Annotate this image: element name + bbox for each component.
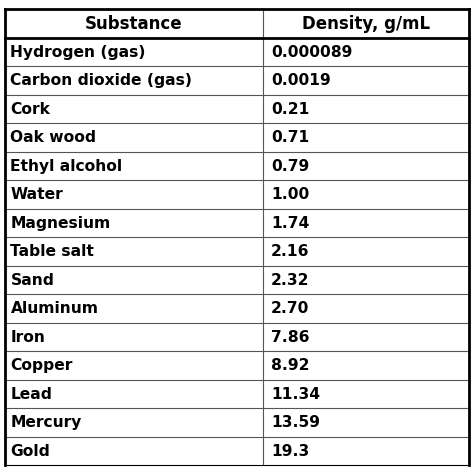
Text: 8.92: 8.92	[271, 358, 310, 373]
Text: Magnesium: Magnesium	[10, 216, 110, 231]
Text: Mercury: Mercury	[10, 415, 82, 430]
Text: 11.34: 11.34	[271, 386, 320, 401]
Text: Lead: Lead	[10, 386, 52, 401]
Text: Cork: Cork	[10, 102, 50, 117]
Text: 2.32: 2.32	[271, 273, 310, 288]
Text: Sand: Sand	[10, 273, 55, 288]
Text: 2.16: 2.16	[271, 244, 310, 259]
Text: Ethyl alcohol: Ethyl alcohol	[10, 158, 123, 173]
Text: 0.0019: 0.0019	[271, 73, 331, 88]
Text: Water: Water	[10, 187, 63, 202]
Text: Carbon dioxide (gas): Carbon dioxide (gas)	[10, 73, 192, 88]
Text: 7.86: 7.86	[271, 329, 310, 345]
Text: Substance: Substance	[85, 15, 182, 32]
Text: Hydrogen (gas): Hydrogen (gas)	[10, 45, 146, 60]
Text: 0.000089: 0.000089	[271, 45, 353, 60]
Text: 2.70: 2.70	[271, 301, 310, 316]
Text: 1.74: 1.74	[271, 216, 310, 231]
Text: Iron: Iron	[10, 329, 46, 345]
Text: 1.00: 1.00	[271, 187, 310, 202]
Text: 0.21: 0.21	[271, 102, 310, 117]
Text: 0.79: 0.79	[271, 158, 310, 173]
Text: 19.3: 19.3	[271, 444, 310, 459]
Text: Gold: Gold	[10, 444, 50, 459]
Text: Copper: Copper	[10, 358, 73, 373]
Text: 13.59: 13.59	[271, 415, 320, 430]
Text: Table salt: Table salt	[10, 244, 94, 259]
Text: Aluminum: Aluminum	[10, 301, 99, 316]
Text: Oak wood: Oak wood	[10, 130, 96, 145]
Text: 0.71: 0.71	[271, 130, 310, 145]
Text: Density, g/mL: Density, g/mL	[302, 15, 430, 32]
